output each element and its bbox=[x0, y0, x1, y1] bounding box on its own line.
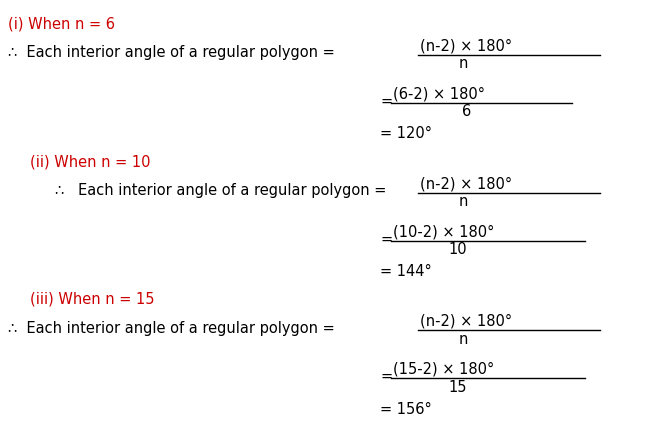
Text: 15: 15 bbox=[449, 380, 467, 395]
Text: (ii) When n = 10: (ii) When n = 10 bbox=[30, 154, 151, 169]
Text: ∴  Each interior angle of a regular polygon =: ∴ Each interior angle of a regular polyg… bbox=[8, 45, 334, 61]
Text: (10-2) × 180°: (10-2) × 180° bbox=[393, 224, 494, 240]
Text: n: n bbox=[458, 194, 468, 210]
Text: (iii) When n = 15: (iii) When n = 15 bbox=[30, 292, 155, 306]
Text: (n-2) × 180°: (n-2) × 180° bbox=[420, 177, 512, 191]
Text: ∴  Each interior angle of a regular polygon =: ∴ Each interior angle of a regular polyg… bbox=[8, 321, 334, 335]
Text: (i) When n = 6: (i) When n = 6 bbox=[8, 17, 115, 32]
Text: 6: 6 bbox=[462, 104, 472, 120]
Text: (n-2) × 180°: (n-2) × 180° bbox=[420, 314, 512, 329]
Text: = 144°: = 144° bbox=[380, 264, 432, 280]
Text: 10: 10 bbox=[449, 243, 468, 257]
Text: =: = bbox=[380, 94, 392, 108]
Text: (6-2) × 180°: (6-2) × 180° bbox=[393, 87, 485, 102]
Text: = 120°: = 120° bbox=[380, 127, 432, 141]
Text: n: n bbox=[458, 331, 468, 347]
Text: (15-2) × 180°: (15-2) × 180° bbox=[393, 362, 494, 376]
Text: ∴   Each interior angle of a regular polygon =: ∴ Each interior angle of a regular polyg… bbox=[55, 183, 387, 198]
Text: (n-2) × 180°: (n-2) × 180° bbox=[420, 38, 512, 54]
Text: =: = bbox=[380, 368, 392, 384]
Text: =: = bbox=[380, 231, 392, 247]
Text: n: n bbox=[458, 57, 468, 71]
Text: = 156°: = 156° bbox=[380, 401, 432, 417]
